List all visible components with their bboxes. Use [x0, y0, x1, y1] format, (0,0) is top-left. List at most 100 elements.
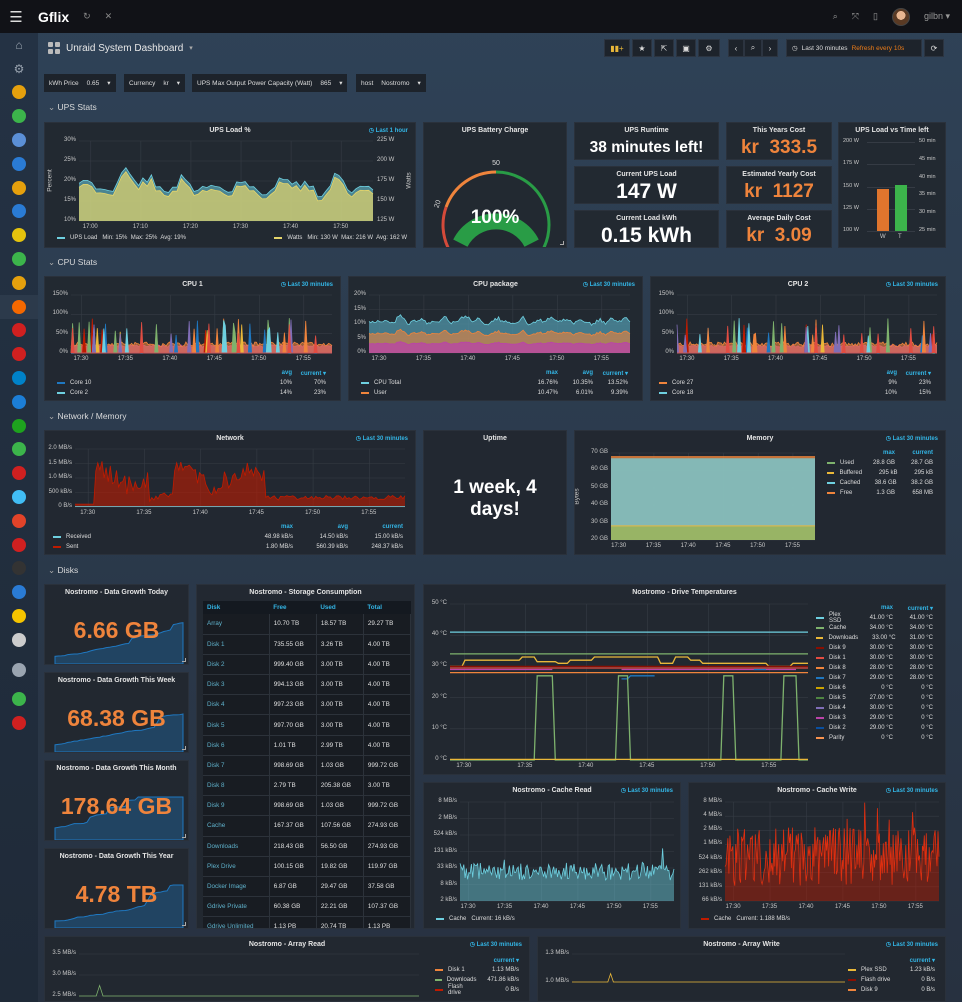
- legend-item[interactable]: Disk 8 28.00 °C 28.00 °C: [816, 663, 933, 673]
- legend-item[interactable]: Cache Current: 1.188 MB/s: [701, 914, 790, 924]
- legend-column-header[interactable]: avg: [337, 524, 348, 530]
- sidebar-item-github[interactable]: [0, 688, 38, 712]
- sidebar-item-unifi[interactable]: [0, 390, 38, 414]
- legend-item[interactable]: Disk 6 0 °C 0 °C: [816, 683, 933, 693]
- refresh-button[interactable]: ⟳: [924, 39, 944, 57]
- legend-item[interactable]: Disk 1 1.13 MB/s: [435, 965, 519, 975]
- row-network-memory[interactable]: Network / Memory: [48, 411, 126, 422]
- legend-column-header[interactable]: max: [280, 524, 293, 530]
- sidebar-item-help-lifebuoy[interactable]: [0, 711, 38, 735]
- var-currency[interactable]: Currency kr ▾: [124, 74, 186, 92]
- var-host[interactable]: host Nostromo ▾: [356, 74, 426, 92]
- legend-item[interactable]: Core 18 10% 15%: [659, 388, 931, 398]
- dashboard-picker[interactable]: Unraid System Dashboard ▾: [48, 38, 193, 58]
- sidebar-item-book-app[interactable]: [0, 628, 38, 652]
- resize-handle[interactable]: [182, 922, 186, 926]
- column-header[interactable]: Total: [363, 601, 411, 614]
- legend-item[interactable]: Cache 34.00 °C 34.00 °C: [816, 623, 933, 633]
- menu-icon[interactable]: ☰: [9, 8, 23, 26]
- settings-button[interactable]: ⚙: [698, 39, 720, 57]
- legend-column-header[interactable]: current: [382, 524, 403, 530]
- resize-handle[interactable]: [182, 746, 186, 750]
- sidebar-item-gitlab[interactable]: [0, 509, 38, 533]
- legend-column-header[interactable]: current ▾: [493, 957, 519, 964]
- row-disks[interactable]: Disks: [48, 565, 78, 576]
- legend-item[interactable]: Disk 5 27.00 °C 0 °C: [816, 693, 933, 703]
- sidebar-item-sabnzbd[interactable]: [0, 604, 38, 628]
- legend-item[interactable]: Plex SSD 41.00 °C 41.00 °C: [816, 612, 933, 624]
- sidebar-item-toggle-app[interactable]: [0, 461, 38, 485]
- legend-item[interactable]: Disk 4 30.00 °C 0 °C: [816, 703, 933, 713]
- sidebar-item-nextcloud[interactable]: [0, 366, 38, 390]
- legend-item[interactable]: User 10.47% 6.01% 9.39%: [361, 388, 628, 398]
- legend-item[interactable]: Received 48.98 kB/s 14.50 kB/s 15.00 kB/s: [53, 532, 403, 542]
- fullscreen-icon[interactable]: ⤧: [851, 11, 859, 21]
- sidebar-item-sign-out[interactable]: [0, 658, 38, 682]
- sidebar-item-plex[interactable]: [0, 81, 38, 105]
- legend-column-header[interactable]: current ▾: [907, 605, 933, 612]
- time-forward-button[interactable]: ›: [762, 39, 778, 57]
- save-button[interactable]: ▣: [676, 39, 696, 57]
- sidebar-item-tools-app[interactable]: [0, 271, 38, 295]
- legend-item[interactable]: Disk 7 29.00 °C 28.00 °C: [816, 673, 933, 683]
- legend-item[interactable]: Core 2 14% 23%: [57, 388, 326, 398]
- time-range-picker[interactable]: ◷ Last 30 minutes Refresh every 10s: [786, 39, 922, 57]
- legend-item[interactable]: Flash drive 0 B/s: [435, 984, 519, 996]
- share-button[interactable]: ⇱: [654, 39, 674, 57]
- column-header[interactable]: Disk: [203, 601, 270, 614]
- legend-item[interactable]: Plex SSD 1.23 kB/s: [848, 965, 935, 975]
- sidebar-item-home-assistant[interactable]: [0, 485, 38, 509]
- legend-item[interactable]: Disk 2 29.00 °C 0 °C: [816, 723, 933, 733]
- legend-item[interactable]: Core 10 10% 70%: [57, 378, 326, 388]
- search-icon[interactable]: ⌕: [832, 11, 838, 21]
- legend-column-header[interactable]: current ▾: [905, 370, 931, 377]
- legend-item[interactable]: Disk 9 0 B/s: [848, 985, 935, 995]
- row-ups-stats[interactable]: UPS Stats: [48, 102, 96, 113]
- sidebar-item-gear[interactable]: ⚙: [0, 57, 38, 81]
- bookmark-icon[interactable]: ▯: [873, 11, 878, 21]
- sidebar-item-play-diamond[interactable]: [0, 104, 38, 128]
- legend-item[interactable]: Downloads 471.86 kB/s: [435, 975, 519, 985]
- resize-handle[interactable]: [560, 241, 564, 245]
- sidebar-item-download-app[interactable]: [0, 533, 38, 557]
- legend-item[interactable]: Free 1.3 GB 658 MB: [827, 488, 933, 498]
- legend-item[interactable]: Disk 3 29.00 °C 0 °C: [816, 713, 933, 723]
- legend-item[interactable]: Cached 38.6 GB 38.2 GB: [827, 478, 933, 488]
- sidebar-item-lifebuoy-yellow[interactable]: [0, 223, 38, 247]
- sidebar-item-shield-app[interactable]: [0, 319, 38, 343]
- sidebar-item-lifebuoy-app[interactable]: [0, 200, 38, 224]
- legend-item[interactable]: CPU Total 16.76% 10.35% 13.52%: [361, 378, 628, 388]
- var-kwh-price[interactable]: kWh Price 0.65 ▾: [44, 74, 116, 92]
- legend-column-header[interactable]: current ▾: [300, 370, 326, 377]
- legend-item[interactable]: Flash drive 0 B/s: [848, 975, 935, 985]
- brand-title[interactable]: Gflix: [38, 8, 70, 25]
- resize-handle[interactable]: [182, 658, 186, 662]
- legend-item[interactable]: Core 27 9% 23%: [659, 378, 931, 388]
- legend-item[interactable]: Disk 1 30.00 °C 30.00 °C: [816, 653, 933, 663]
- sidebar-item-disk-app[interactable]: [0, 128, 38, 152]
- user-menu[interactable]: gilbn ▾: [923, 11, 950, 21]
- legend-item[interactable]: Watts Min: 130 W Max: 216 W Avg: 162 W: [274, 233, 407, 243]
- legend-item[interactable]: Buffered 295 kB 295 kB: [827, 468, 933, 478]
- legend-column-header[interactable]: current: [912, 450, 933, 456]
- resize-handle[interactable]: [182, 834, 186, 838]
- legend-column-header[interactable]: max: [882, 450, 895, 456]
- legend-column-header[interactable]: current ▾: [909, 957, 935, 964]
- legend-item[interactable]: Cache Current: 16 kB/s: [436, 914, 515, 924]
- column-header[interactable]: Used: [316, 601, 364, 614]
- legend-item[interactable]: UPS Load Min: 15% Max: 25% Avg: 19%: [57, 233, 186, 243]
- legend-item[interactable]: Parity 0 °C 0 °C: [816, 733, 933, 743]
- legend-column-header[interactable]: max: [880, 605, 893, 611]
- legend-column-header[interactable]: avg: [582, 370, 593, 376]
- add-panel-button[interactable]: ▮▮+: [604, 39, 630, 57]
- sidebar-item-lazy-app[interactable]: [0, 557, 38, 581]
- legend-item[interactable]: Disk 9 30.00 °C 30.00 °C: [816, 643, 933, 653]
- legend-column-header[interactable]: avg: [281, 370, 292, 376]
- avatar[interactable]: [891, 7, 910, 26]
- legend-item[interactable]: Used 28.8 GB 28.7 GB: [827, 458, 933, 468]
- row-cpu-stats[interactable]: CPU Stats: [48, 257, 97, 268]
- legend-item[interactable]: Downloads 33.00 °C 31.00 °C: [816, 633, 933, 643]
- legend-item[interactable]: Sent 1.80 MB/s 560.39 kB/s 248.37 kB/s: [53, 542, 403, 552]
- column-header[interactable]: Free: [269, 601, 317, 614]
- legend-column-header[interactable]: avg: [886, 370, 897, 376]
